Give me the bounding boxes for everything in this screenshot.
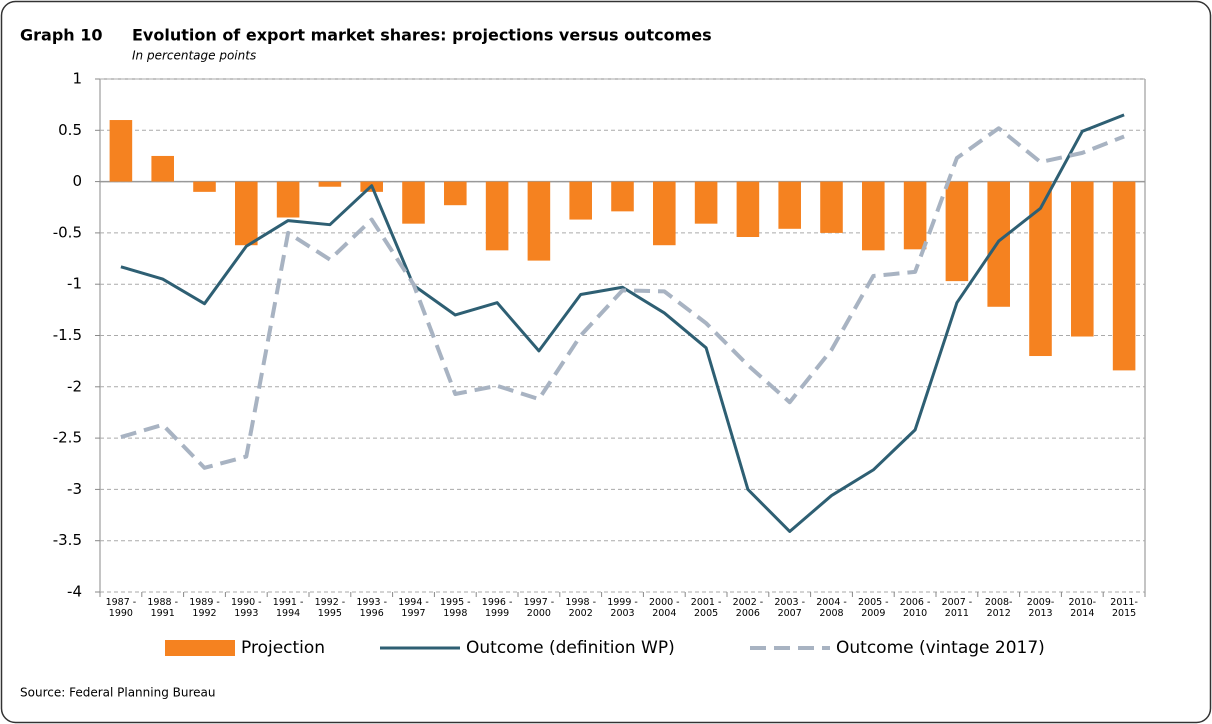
x-tick-label: 2007 - 2011 <box>941 597 973 619</box>
bar <box>903 181 927 250</box>
x-tick-label: 1993 - 1996 <box>356 597 387 619</box>
x-tick-label: 1989 - 1992 <box>189 597 220 619</box>
y-tick-label: -4 <box>67 583 82 601</box>
y-tick-label: -2.5 <box>53 429 82 447</box>
bar <box>402 181 425 224</box>
line <box>120 113 1125 533</box>
x-tick-label: 2006 - 2010 <box>899 597 931 619</box>
y-tick-label: 0 <box>72 172 82 190</box>
y-tick-label: -1 <box>67 275 82 293</box>
bar <box>611 181 634 212</box>
x-tick-label: 2008- 2012 <box>984 597 1013 619</box>
x-tick-label: 1994 - 1997 <box>398 597 429 619</box>
bar <box>987 181 1010 307</box>
bar <box>485 181 509 251</box>
x-tick-label: 1992 - 1995 <box>314 597 346 619</box>
bar <box>1071 181 1094 337</box>
legend-label: Projection <box>241 638 325 658</box>
y-tick-label: 1 <box>72 70 82 88</box>
bar <box>862 181 885 251</box>
bar <box>694 181 718 224</box>
graph-label: Graph 10 <box>20 26 103 45</box>
x-tick-label: 1999 - 2003 <box>607 597 638 619</box>
x-tick-label: 2000 - 2004 <box>648 597 680 619</box>
legend-label: Outcome (definition WP) <box>466 638 675 658</box>
x-tick-label: 1995 - 1998 <box>439 597 471 619</box>
y-tick-label: -1.5 <box>53 326 82 344</box>
bar <box>444 181 467 206</box>
legend-swatch <box>165 640 235 656</box>
bar <box>820 181 843 233</box>
bar <box>778 181 801 229</box>
bar <box>193 181 216 192</box>
bar <box>109 120 133 182</box>
x-tick-label: 1998 - 2002 <box>565 597 596 619</box>
y-tick-label: 0.5 <box>58 121 82 139</box>
chart-subtitle: In percentage points <box>132 49 256 63</box>
bar <box>151 155 174 182</box>
x-tick-label: 2002 - 2006 <box>732 597 764 619</box>
x-tick-label: 2009- 2013 <box>1026 597 1055 619</box>
bar <box>736 181 760 238</box>
bar <box>527 181 551 261</box>
x-tick-label: 2005 - 2009 <box>857 597 889 619</box>
x-tick-label: 2001 - 2005 <box>690 597 722 619</box>
bar <box>653 181 676 246</box>
x-tick-label: 2011- 2015 <box>1110 597 1138 619</box>
bar <box>945 181 969 282</box>
x-tick-label: 1991 - 1994 <box>272 597 304 619</box>
line <box>120 126 1125 470</box>
bar <box>276 181 300 218</box>
y-tick-label: -0.5 <box>53 223 82 241</box>
source: Source: Federal Planning Bureau <box>20 686 216 700</box>
bar <box>1029 181 1052 357</box>
x-tick-label: 1987 - 1990 <box>105 597 137 619</box>
chart-title: Evolution of export market shares: proje… <box>132 26 712 45</box>
y-tick-label: -3.5 <box>53 531 82 549</box>
bar <box>318 181 342 187</box>
x-tick-label: 1988 - 1991 <box>147 597 178 619</box>
bar <box>569 181 592 220</box>
x-tick-label: 1996 - 1999 <box>481 597 513 619</box>
x-tick-label: 1997 - 2000 <box>523 597 555 619</box>
legend-label: Outcome (vintage 2017) <box>836 638 1045 658</box>
x-tick-label: 2003 - 2007 <box>774 597 805 619</box>
bar <box>235 181 258 246</box>
x-tick-label: 2010- 2014 <box>1068 597 1097 619</box>
x-tick-label: 1990 - 1993 <box>230 597 262 619</box>
y-tick-label: -3 <box>67 480 82 498</box>
y-tick-label: -2 <box>67 377 82 395</box>
bar <box>1112 181 1136 371</box>
x-tick-label: 2004 - 2008 <box>816 597 847 619</box>
